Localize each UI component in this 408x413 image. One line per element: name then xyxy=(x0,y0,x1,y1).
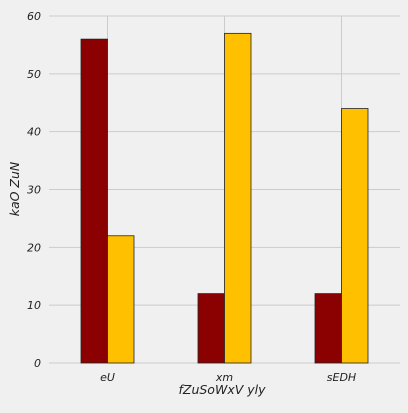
y-tick-label: 10 xyxy=(27,299,41,312)
bar-series2-eU xyxy=(107,235,135,364)
y-tick-label: 0 xyxy=(34,357,41,370)
x-tick-label: eU xyxy=(100,371,115,384)
y-tick-label: 20 xyxy=(27,241,41,254)
x-axis-label: fZuSoWxV yly xyxy=(178,382,266,397)
bar-series1-eU xyxy=(80,38,108,364)
x-tick-label: sEDH xyxy=(327,371,356,384)
bar-series2-xm xyxy=(224,32,252,364)
bar-series1-xm xyxy=(197,293,225,364)
y-tick-label: 60 xyxy=(27,10,41,23)
x-tick-labels: eU xm sEDH xyxy=(100,371,356,384)
x-tick-label: xm xyxy=(215,371,233,384)
y-axis-label: kaO ZuN xyxy=(7,161,22,216)
y-tick-label: 30 xyxy=(27,184,41,197)
y-tick-labels: 0 10 20 30 40 50 60 xyxy=(27,10,41,370)
bar-series1-sEDH xyxy=(314,293,342,364)
y-tick-label: 40 xyxy=(27,126,41,139)
y-tick-label: 50 xyxy=(27,68,41,81)
bar-series2-sEDH xyxy=(341,108,369,364)
bars xyxy=(80,32,369,364)
